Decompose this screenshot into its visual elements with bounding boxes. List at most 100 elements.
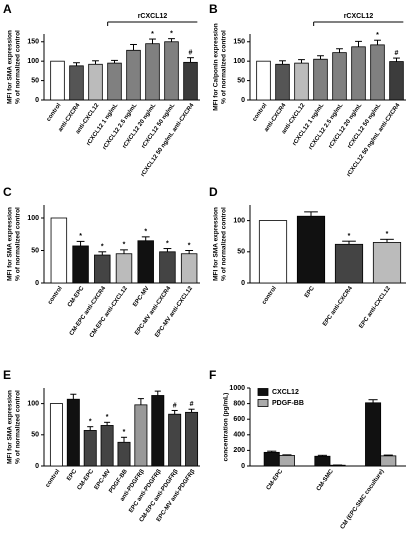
y-tick-label: 150: [233, 39, 245, 46]
significance-marker: *: [106, 414, 109, 421]
x-tick-label: EPC-MV: [132, 286, 150, 309]
significance-marker: *: [151, 31, 154, 38]
bar: [258, 220, 288, 284]
bar: [145, 43, 160, 101]
bar: [50, 217, 68, 284]
x-tick-label: EPC: [66, 468, 78, 482]
bar: [126, 49, 141, 101]
significance-marker: *: [79, 233, 82, 240]
significance-marker: *: [166, 240, 169, 247]
y-axis-label: % of normalized control: [221, 30, 228, 104]
bar: [49, 403, 63, 467]
bar: [370, 44, 385, 101]
x-tick-label: control: [261, 285, 278, 305]
significance-marker: #: [173, 402, 177, 409]
bar: [263, 451, 280, 467]
bar: [380, 455, 397, 467]
x-tick-label: CM (EPC-SMC coculture): [340, 469, 386, 531]
bar: [334, 243, 364, 284]
x-tick-label: rCXCL12 50 ng/mL: [347, 102, 383, 149]
y-tick-label: 50: [31, 432, 39, 439]
x-tick-label: rCXCL12 20 ng/mL: [328, 102, 364, 149]
legend-label: CXCL12: [272, 389, 299, 396]
bar: [83, 430, 97, 467]
significance-marker: *: [101, 244, 104, 251]
y-axis-label: concentration (pg/mL): [223, 393, 230, 462]
x-tick-label: rCXCL12 20 ng/mL: [122, 102, 158, 149]
x-tick-label: control: [45, 468, 62, 488]
bracket-label: rCXCL12: [138, 13, 168, 20]
y-axis-label: % of normalized control: [15, 30, 22, 104]
bar: [275, 63, 290, 101]
y-tick-label: 100: [27, 215, 39, 222]
x-tick-label: control: [46, 102, 63, 122]
y-tick-label: 0: [241, 97, 245, 104]
panel-letter: D: [209, 185, 218, 199]
bar: [185, 411, 199, 467]
y-tick-label: 150: [27, 39, 39, 46]
x-tick-label: rCXCL12 50 ng/mL: [141, 102, 177, 149]
x-tick-label: EPC anti-CXCL12: [359, 285, 393, 330]
panel-letter: A: [3, 2, 12, 16]
bar: [256, 60, 271, 101]
bar: [151, 395, 165, 467]
y-axis-label: MFI for SMA expression: [7, 30, 14, 104]
y-tick-label: 400: [233, 432, 245, 439]
significance-marker: #: [189, 50, 193, 57]
significance-marker: *: [144, 229, 147, 236]
y-axis-label: MFI for SMA expression: [7, 207, 14, 281]
significance-marker: #: [190, 401, 194, 408]
bar: [115, 253, 133, 284]
x-tick-label: CM-EPC: [67, 285, 86, 308]
x-tick-label: CM-EPC anti-CXCL12: [89, 285, 129, 339]
y-tick-label: 800: [233, 400, 245, 407]
y-tick-label: 0: [241, 463, 245, 470]
bar: [50, 60, 65, 101]
panel-letter: B: [209, 2, 218, 16]
significance-marker: *: [348, 233, 351, 240]
x-tick-label: control: [252, 102, 269, 122]
y-axis-label: MFI for SMA expression: [7, 390, 14, 464]
y-tick-label: 1000: [229, 385, 245, 392]
y-tick-label: 50: [31, 247, 39, 254]
significance-marker: *: [188, 242, 191, 249]
significance-marker: *: [123, 429, 126, 436]
x-tick-label: rCXCL12 2.5 ng/mL: [102, 102, 139, 151]
bar: [365, 402, 382, 467]
y-axis-label: % of normalized control: [221, 207, 228, 281]
y-axis-label: % of normalized control: [15, 390, 22, 464]
bar: [69, 65, 84, 101]
legend-swatch: [257, 388, 269, 396]
y-tick-label: 0: [241, 280, 245, 287]
panel-letter: E: [3, 368, 11, 382]
y-tick-label: 50: [31, 77, 39, 84]
significance-marker: *: [123, 242, 126, 249]
bar: [372, 242, 402, 284]
bar: [72, 245, 89, 284]
y-tick-label: 100: [27, 400, 39, 407]
y-tick-label: 100: [233, 58, 245, 65]
x-tick-label: rCXCL12 2.5 ng/mL: [308, 102, 345, 151]
significance-marker: *: [89, 419, 92, 426]
y-tick-label: 50: [237, 249, 245, 256]
bar: [294, 62, 309, 101]
y-tick-label: 200: [233, 447, 245, 454]
bar: [164, 41, 179, 101]
bar: [314, 455, 331, 467]
x-tick-label: EPC-MV: [94, 469, 112, 492]
bar: [88, 63, 103, 101]
y-tick-label: 50: [237, 77, 245, 84]
x-tick-label: EPC-MV anti-CXCL12: [154, 285, 194, 339]
bar: [180, 253, 198, 284]
x-tick-label: EPC: [304, 285, 316, 299]
bar: [313, 58, 328, 101]
y-tick-label: 0: [35, 97, 39, 104]
bar: [117, 441, 131, 467]
significance-marker: *: [386, 231, 389, 238]
bar: [159, 251, 176, 284]
bar: [94, 254, 111, 284]
bar: [183, 61, 198, 101]
bar: [296, 215, 326, 284]
bar: [351, 46, 366, 101]
